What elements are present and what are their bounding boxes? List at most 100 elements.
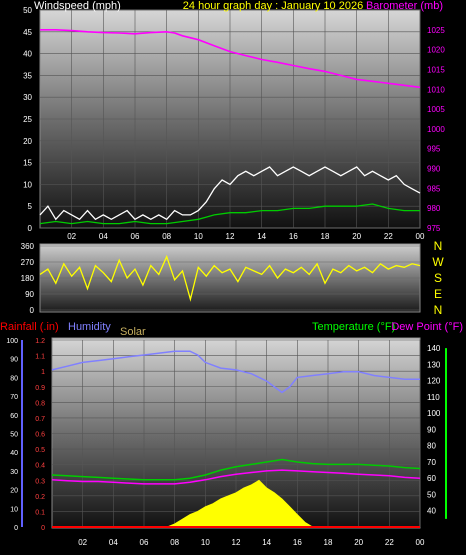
x-tick-label: 10: [194, 232, 203, 241]
solar-axis-label: Solar: [120, 326, 146, 338]
temp-tick-label: 90: [427, 425, 436, 434]
y-right-tick-label: 975: [427, 224, 441, 233]
humidity-tick-label: 0: [14, 525, 18, 532]
y-tick-label: 20: [23, 137, 32, 146]
temp-tick-label: 120: [427, 377, 441, 386]
y-right-tick-label: 985: [427, 184, 441, 193]
y-right-tick-label: 1020: [427, 46, 445, 55]
direction-axis: 0 90 180 270 360: [21, 242, 35, 315]
y-right-tick-label: 995: [427, 145, 441, 154]
direction-gridlines: [40, 245, 420, 311]
rain-tick-label: 0.9: [35, 385, 45, 392]
x-tick-label: 02: [78, 538, 87, 547]
temp-tick-label: 80: [427, 442, 436, 451]
humidity-tick-label: 10: [10, 506, 18, 513]
y-right-tick-label: 1025: [427, 26, 445, 35]
y-right-tick-label: 990: [427, 165, 441, 174]
y-tick-label: 0: [28, 224, 33, 233]
rain-tick-label: 0.1: [35, 509, 45, 516]
x-tick-label: 08: [162, 232, 171, 241]
y-right-tick-label: 1015: [427, 65, 445, 74]
y-tick-label: 0: [30, 306, 35, 315]
y-tick-label: 50: [23, 6, 32, 15]
windspeed-axis: 0 5 10 15 20 25 30 35 40 45 50: [23, 6, 32, 233]
y-tick-label: 10: [23, 180, 32, 189]
x-tick-label: 00: [416, 232, 425, 241]
temp-tick-label: 110: [427, 393, 440, 402]
wind-series: [39, 28, 421, 225]
humidity-axis-label: Humidity: [68, 321, 111, 333]
y-tick-label: 25: [23, 115, 32, 124]
solar-area: [166, 479, 315, 528]
x-tick-label: 18: [321, 232, 330, 241]
rain-tick-label: 0.2: [35, 494, 45, 501]
x-tick-label: 20: [352, 232, 361, 241]
humidity-tick-label: 80: [10, 375, 18, 382]
compass-label: N: [434, 303, 443, 317]
dew-point-line: [51, 469, 421, 485]
temp-x-axis: 02 04 06 08 10 12 14 16 18 20 22 00: [78, 538, 425, 547]
x-tick-label: 20: [354, 538, 363, 547]
rainfall-axis-label: Rainfall (.in): [0, 321, 59, 333]
humidity-tick-label: 70: [10, 394, 18, 401]
rain-tick-label: 0.8: [35, 400, 45, 407]
barometer-line: [40, 28, 421, 89]
x-tick-label: 06: [140, 538, 149, 547]
x-tick-label: 12: [232, 538, 241, 547]
humidity-line: [51, 350, 420, 394]
dew-point-axis-label: Dew Point (°F): [391, 321, 463, 333]
barometer-axis-label: Barometer (mb): [366, 0, 443, 12]
y-tick-label: 30: [23, 93, 32, 102]
x-tick-label: 04: [99, 232, 108, 241]
y-right-tick-label: 980: [427, 204, 441, 213]
x-tick-label: 18: [324, 538, 333, 547]
y-tick-label: 45: [23, 28, 32, 37]
x-tick-label: 04: [109, 538, 118, 547]
y-right-tick-label: 1000: [427, 125, 445, 134]
wind-x-axis: 02 04 06 08 10 12 14 16 18 20 22 00: [67, 232, 425, 241]
y-right-tick-label: 1010: [427, 85, 445, 94]
compass-label: N: [434, 239, 443, 253]
humidity-tick-label: 60: [10, 413, 18, 420]
temperature-axis-label: Temperature (°F): [312, 321, 395, 333]
x-tick-label: 10: [201, 538, 210, 547]
x-tick-label: 22: [385, 538, 394, 547]
temp-tick-label: 40: [427, 507, 436, 516]
rain-tick-label: 1.2: [35, 338, 45, 345]
x-tick-label: 22: [384, 232, 393, 241]
humidity-tick-label: 30: [10, 469, 18, 476]
y-tick-label: 40: [23, 50, 32, 59]
compass-label: W: [432, 255, 444, 269]
x-tick-label: 06: [131, 232, 140, 241]
humidity-tick-label: 100: [6, 338, 18, 345]
temperature-axis: 40 50 60 70 80 90 100 110 120 130 140: [427, 344, 447, 519]
temp-tick-label: 60: [427, 474, 436, 483]
compass-label: S: [434, 271, 442, 285]
rain-tick-label: 0.4: [35, 463, 45, 470]
temp-tick-label: 130: [427, 360, 441, 369]
rain-tick-label: 0: [41, 525, 45, 532]
x-tick-label: 02: [67, 232, 76, 241]
x-tick-label: 16: [293, 538, 302, 547]
gust-line: [39, 166, 421, 221]
x-tick-label: 00: [416, 538, 425, 547]
temp-tick-label: 140: [427, 344, 441, 353]
rain-tick-label: 1: [41, 369, 45, 376]
temp-tick-label: 50: [427, 490, 436, 499]
temp-tick-label: 100: [427, 409, 441, 418]
y-tick-label: 15: [23, 159, 32, 168]
barometer-axis: 975 980 985 990 995 1000 1005 1010 1015 1020 1025: [427, 26, 445, 233]
rainfall-axis: 0 0.1 0.2 0.3 0.4 0.5 0.6 0.7 0.8 0.9 1 1.1 1.2: [35, 338, 45, 532]
humidity-tick-label: 40: [10, 450, 18, 457]
y-right-tick-label: 1005: [427, 105, 445, 114]
y-tick-label: 5: [28, 202, 33, 211]
rain-tick-label: 0.6: [35, 432, 45, 439]
x-tick-label: 16: [289, 232, 298, 241]
x-tick-label: 14: [257, 232, 266, 241]
rain-tick-label: 0.3: [35, 478, 45, 485]
